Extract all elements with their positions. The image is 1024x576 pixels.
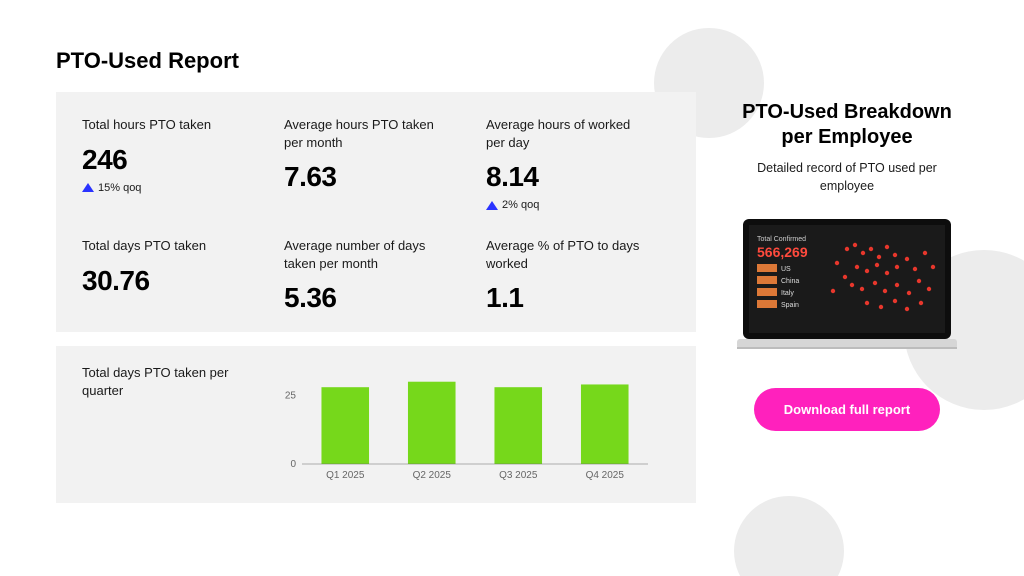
sidebar-subtitle: Detailed record of PTO used per employee <box>757 160 937 195</box>
x-tick-label: Q1 2025 <box>326 470 365 481</box>
map-dot <box>865 269 869 273</box>
y-tick-label: 25 <box>285 391 297 402</box>
stat-label: Average number of days taken per month <box>284 237 444 272</box>
decorative-circle <box>734 496 844 576</box>
map-dot <box>895 265 899 269</box>
map-dot <box>927 287 931 291</box>
map-dot <box>923 251 927 255</box>
stat-block: Average hours of worked per day 8.14 2% qo… <box>486 116 670 211</box>
triangle-up-icon <box>82 183 94 192</box>
stat-delta-text: 2% qoq <box>502 199 539 211</box>
map-dot <box>883 289 887 293</box>
laptop-row-label: China <box>781 278 799 285</box>
stat-block: Average hours PTO taken per month 7.63 <box>284 116 468 211</box>
sidebar-title: PTO-Used Breakdown per Employee <box>726 100 968 150</box>
laptop-row-label: Italy <box>781 290 794 297</box>
bar <box>321 387 369 464</box>
laptop-row-bar <box>757 276 777 284</box>
stat-block: Average number of days taken per month 5.… <box>284 237 468 314</box>
map-dot <box>845 247 849 251</box>
map-dot <box>873 281 877 285</box>
map-dot <box>917 279 921 283</box>
laptop-row-bar <box>757 300 777 308</box>
map-dot <box>875 263 879 267</box>
bar <box>494 387 542 464</box>
map-dot <box>835 261 839 265</box>
stat-block: Total days PTO taken 30.76 <box>82 237 266 314</box>
map-dot <box>913 267 917 271</box>
map-dot <box>850 283 854 287</box>
stat-label: Average hours PTO taken per month <box>284 116 444 151</box>
laptop-row-bar <box>757 264 777 272</box>
map-dot <box>931 265 935 269</box>
stat-value: 1.1 <box>486 282 670 314</box>
laptop-row-bar <box>757 288 777 296</box>
map-dot <box>885 245 889 249</box>
map-dot <box>905 307 909 311</box>
chart-title: Total days PTO taken per quarter <box>82 364 252 489</box>
map-dot <box>893 299 897 303</box>
stat-value: 7.63 <box>284 161 468 193</box>
map-dot <box>877 255 881 259</box>
x-tick-label: Q2 2025 <box>413 470 452 481</box>
map-dot <box>905 257 909 261</box>
map-dot <box>879 305 883 309</box>
map-dot <box>895 283 899 287</box>
map-dot <box>831 289 835 293</box>
stat-value: 5.36 <box>284 282 468 314</box>
stat-label: Average hours of worked per day <box>486 116 646 151</box>
stat-delta: 2% qoq <box>486 199 670 211</box>
map-dot <box>855 265 859 269</box>
stat-block: Total hours PTO taken 246 15% qoq <box>82 116 266 211</box>
x-tick-label: Q4 2025 <box>586 470 625 481</box>
stat-delta: 15% qoq <box>82 182 266 194</box>
stat-delta-text: 15% qoq <box>98 182 141 194</box>
stats-card: Total hours PTO taken 246 15% qoq Average h… <box>56 92 696 332</box>
map-dot <box>865 301 869 305</box>
stat-value: 246 <box>82 144 266 176</box>
map-dot <box>860 287 864 291</box>
chart-card: Total days PTO taken per quarter 0 25 Q1 2… <box>56 346 696 503</box>
triangle-up-icon <box>486 201 498 210</box>
stat-value: 30.76 <box>82 265 266 297</box>
download-report-button[interactable]: Download full report <box>754 388 940 431</box>
map-dot <box>907 291 911 295</box>
laptop-label: Total Confirmed <box>757 236 806 243</box>
laptop-row-label: US <box>781 266 791 273</box>
map-dot <box>843 275 847 279</box>
map-dot <box>885 271 889 275</box>
stat-value: 8.14 <box>486 161 670 193</box>
map-dot <box>919 301 923 305</box>
map-dot <box>861 251 865 255</box>
bar-chart: 0 25 Q1 2025 Q2 2025 Q3 2025 Q4 2025 <box>272 364 670 489</box>
map-dot <box>893 253 897 257</box>
laptop-preview: Total Confirmed566,269 US China Italy Spain <box>737 219 957 358</box>
stat-label: Average % of PTO to days worked <box>486 237 646 272</box>
laptop-base-edge <box>737 347 957 349</box>
stat-label: Total hours PTO taken <box>82 116 242 134</box>
stat-block: Average % of PTO to days worked 1.1 <box>486 237 670 314</box>
y-tick-label: 0 <box>290 459 296 470</box>
map-dot <box>869 247 873 251</box>
laptop-row-label: Spain <box>781 302 799 309</box>
bar <box>408 382 456 464</box>
laptop-big-number: 566,269 <box>757 244 808 260</box>
map-dot <box>853 243 857 247</box>
sidebar: PTO-Used Breakdown per Employee Detailed… <box>726 92 968 503</box>
x-tick-label: Q3 2025 <box>499 470 538 481</box>
stat-label: Total days PTO taken <box>82 237 242 255</box>
bar <box>581 385 629 465</box>
page-title: PTO-Used Report <box>56 48 968 74</box>
